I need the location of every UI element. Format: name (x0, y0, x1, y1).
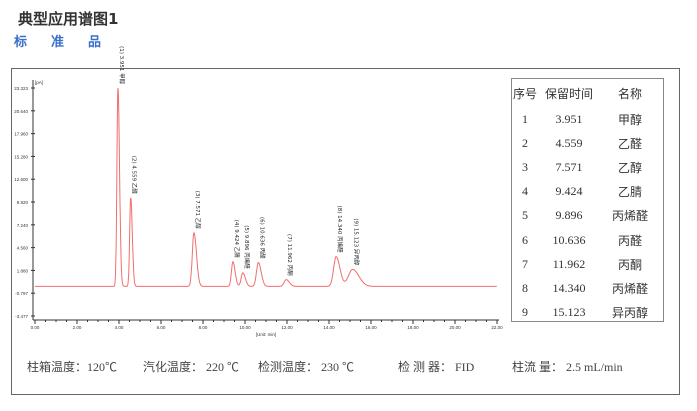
x-tick-label: 10.00 (239, 325, 251, 330)
peak-label: (2) 4.559 乙醛 (131, 156, 139, 195)
y-tick-label: 17.960 (14, 132, 28, 137)
cell-index: 4 (522, 184, 528, 199)
cell-rt: 15.123 (552, 305, 586, 320)
cell-index: 6 (522, 232, 528, 247)
x-tick-label: 4.00 (115, 325, 124, 330)
cell-index: 2 (522, 135, 528, 150)
cell-name: 乙醛 (617, 136, 642, 151)
table-row: 5 9.896 丙烯醛 (512, 204, 663, 228)
table-row: 8 14.340 丙烯醛 (512, 276, 663, 300)
peak-label: (9) 15.123 异丙醇 (353, 218, 361, 266)
peak-label: (3) 7.571 乙醇 (194, 191, 202, 230)
cell-index: 1 (522, 111, 528, 126)
table-row: 9 15.123 异丙醇 (512, 301, 663, 325)
y-tick-label: 15.280 (14, 154, 28, 159)
flow-rate: 柱流 量： 2.5 mL/min (512, 360, 623, 374)
vapor-temp: 汽化温度： 220 ℃ (143, 360, 240, 374)
cell-rt: 9.896 (555, 208, 583, 223)
cell-index: 8 (522, 280, 528, 295)
cell-name: 丙酮 (617, 257, 642, 272)
table-header: 序号 保留时间 名称 (512, 79, 663, 107)
cell-name: 甲醇 (617, 112, 642, 127)
y-tick-label: 7.240 (17, 223, 29, 228)
x-tick-label: 12.00 (281, 325, 293, 330)
chromatogram-frame (11, 68, 680, 395)
table-row: 1 3.951 甲醇 (512, 107, 663, 131)
y-tick-label: 12.600 (14, 177, 28, 182)
peak-label: (6) 10.636 丙醛 (258, 217, 266, 259)
table-row: 6 10.636 丙醛 (512, 228, 663, 252)
cell-index: 7 (522, 256, 528, 271)
peak-label: (1) 3.951 甲醇 (118, 46, 126, 85)
x-tick-label: 14.00 (323, 325, 335, 330)
x-tick-label: 16.00 (365, 325, 377, 330)
peak-label: (5) 9.896 丙烯醛 (243, 225, 251, 269)
peak-label: (4) 9.424 乙腈 (233, 220, 241, 259)
detector: 检 测 器： FID (398, 360, 475, 374)
header-index: 序号 (512, 86, 537, 101)
cell-name: 乙醇 (617, 160, 642, 175)
x-tick-label: 18.00 (407, 325, 419, 330)
cell-name: 异丙醇 (611, 306, 648, 321)
header-name: 名称 (617, 86, 642, 101)
y-tick-label: 20.640 (14, 109, 28, 114)
cell-rt: 4.559 (555, 135, 583, 150)
y-tick-label: -3.477 (15, 314, 28, 319)
y-tick-label: 23.323 (14, 86, 28, 91)
chromatogram-trace (35, 88, 497, 287)
x-tick-label: 20.00 (449, 325, 461, 330)
cell-rt: 7.571 (555, 159, 583, 174)
y-tick-label: -0.797 (15, 291, 28, 296)
table-row: 2 4.559 乙醛 (512, 131, 663, 155)
x-tick-label: 6.00 (157, 325, 166, 330)
column-temp: 柱箱温度：120℃ (27, 360, 118, 374)
cell-index: 3 (522, 159, 528, 174)
cell-index: 5 (522, 208, 528, 223)
cell-name: 丙烯醛 (611, 281, 648, 296)
cell-name: 丙烯醛 (611, 209, 648, 224)
cell-rt: 14.340 (552, 280, 586, 295)
cell-rt: 3.951 (555, 111, 583, 126)
y-tick-label: 4.560 (17, 246, 29, 251)
x-axis-label: [Unit: min] (256, 332, 276, 337)
x-tick-label: 0.00 (31, 325, 40, 330)
page-title: 典型应用谱图1 (18, 10, 119, 28)
cell-rt: 10.636 (552, 232, 586, 247)
cell-name: 丙醛 (617, 233, 642, 248)
peak-label: (8) 14.340 丙烯醛 (336, 206, 344, 254)
peak-label: (7) 11.962 丙酮 (286, 234, 293, 276)
cell-rt: 11.962 (552, 256, 586, 271)
cell-rt: 9.424 (555, 184, 583, 199)
cell-name: 乙腈 (617, 185, 642, 200)
y-axis-label: [pA] (35, 80, 43, 85)
y-tick-label: 9.920 (17, 200, 29, 205)
section-subtitle: 标准品 (14, 35, 126, 50)
table-row: 4 9.424 乙腈 (512, 180, 663, 204)
table-row: 7 11.962 丙酮 (512, 252, 663, 276)
cell-index: 9 (522, 305, 528, 320)
x-tick-label: 22.00 (491, 325, 503, 330)
detector-temp: 检测温度： 230 ℃ (258, 360, 355, 374)
peak-table: 序号 保留时间 名称 1 3.951 甲醇 2 4.559 乙醛 3 7.571 乙醇 4 9.42… (511, 78, 664, 322)
table-row: 3 7.571 乙醇 (512, 155, 663, 179)
x-tick-label: 2.00 (73, 325, 82, 330)
x-tick-label: 8.00 (199, 325, 208, 330)
y-tick-label: 1.880 (17, 268, 29, 273)
header-rt: 保留时间 (544, 86, 593, 101)
